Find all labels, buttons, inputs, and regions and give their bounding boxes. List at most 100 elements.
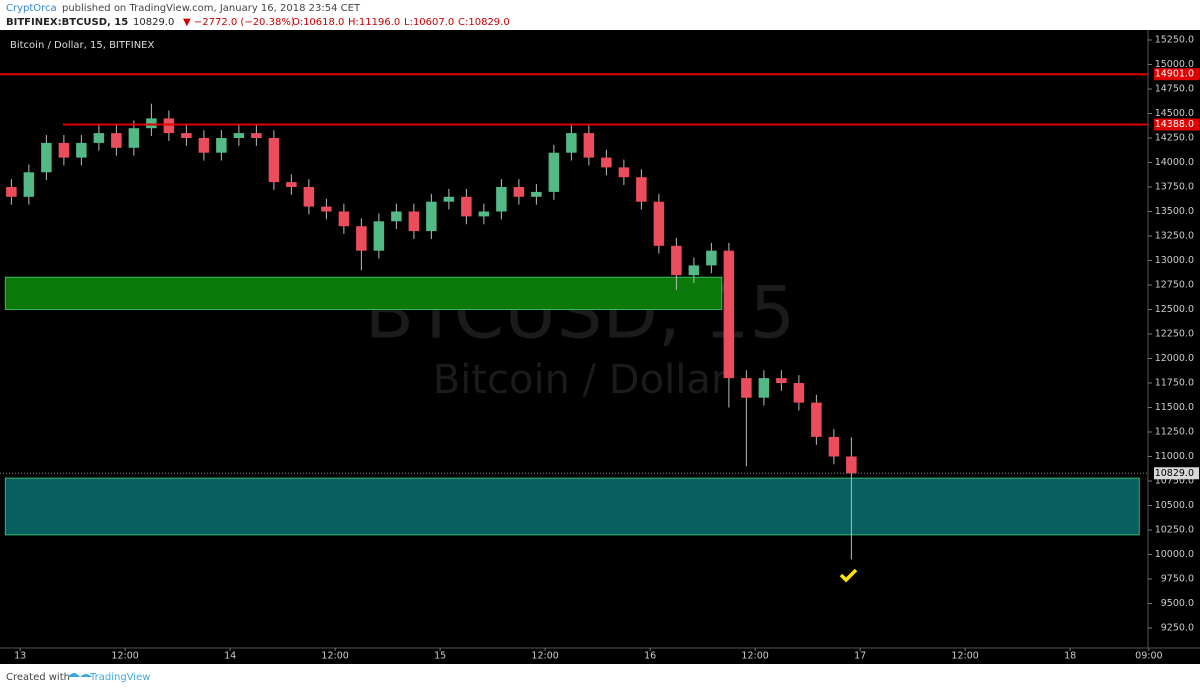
y-tick-label: 13750.0 xyxy=(1155,181,1194,192)
candle-body xyxy=(233,133,245,138)
candle-body xyxy=(303,186,315,207)
x-tick-label: 12:00 xyxy=(951,651,978,662)
x-tick-label: 17 xyxy=(854,651,866,662)
candle-body xyxy=(706,250,717,266)
published: published on TradingView.com, January 16… xyxy=(62,3,361,14)
y-tick-label: 14250.0 xyxy=(1155,132,1194,143)
candle-body xyxy=(93,133,105,143)
author[interactable]: CryptOrca xyxy=(6,3,57,14)
x-tick-label: 12:00 xyxy=(741,651,768,662)
candle-body xyxy=(111,133,122,148)
candle-body xyxy=(338,211,350,227)
y-tick-label: 15000.0 xyxy=(1155,59,1194,70)
candle-body xyxy=(478,211,490,217)
change: ▼ −2772.0 (−20.38%) xyxy=(183,17,295,28)
y-tick-label: 15250.0 xyxy=(1155,34,1194,45)
y-tick-label: 13250.0 xyxy=(1155,231,1194,242)
candle-body xyxy=(846,456,857,474)
candle-body xyxy=(146,118,157,129)
candle-body xyxy=(618,167,630,178)
candle-body xyxy=(321,206,332,212)
checkmark xyxy=(839,568,858,583)
footer-brand[interactable]: TradingView xyxy=(89,672,150,683)
candle-body xyxy=(408,211,420,232)
y-tick-label: 14750.0 xyxy=(1155,83,1194,94)
y-tick-label: 10000.0 xyxy=(1155,549,1194,560)
y-tick-label: 14000.0 xyxy=(1155,157,1194,168)
x-tick-label: 13 xyxy=(14,651,26,662)
zone xyxy=(4,477,1140,536)
ohlc-value: H:11196.0 xyxy=(348,17,400,28)
candle-body xyxy=(356,226,367,251)
ohlc-value: C:10829.0 xyxy=(458,17,510,28)
candle-body xyxy=(601,157,612,168)
candle-body xyxy=(828,436,840,457)
y-tick-label: 12000.0 xyxy=(1155,353,1194,364)
y-tick-label: 12750.0 xyxy=(1155,280,1194,291)
y-tick-label: 10750.0 xyxy=(1155,476,1194,487)
x-tick-label: 15 xyxy=(434,651,446,662)
footer-created: Created with xyxy=(6,672,70,683)
candle-body xyxy=(723,250,735,379)
y-tick-label: 9750.0 xyxy=(1161,574,1194,585)
candle-body xyxy=(198,137,210,153)
y-tick-label: 11250.0 xyxy=(1155,427,1194,438)
candle-body xyxy=(76,142,87,158)
candle-body xyxy=(41,142,52,173)
candle-body xyxy=(758,378,770,398)
candle-body xyxy=(583,133,595,158)
level-label-box xyxy=(1154,118,1199,131)
level-label-box xyxy=(1154,68,1199,81)
candle-body xyxy=(513,186,525,197)
ohlc-value: L:10607.0 xyxy=(404,17,454,28)
candle-body xyxy=(566,133,577,153)
candle-body xyxy=(128,128,140,148)
y-tick-label: 14500.0 xyxy=(1155,108,1194,119)
candle-body xyxy=(181,133,192,138)
y-tick-label: 10500.0 xyxy=(1155,500,1194,511)
chart-title: Bitcoin / Dollar, 15, BITFINEX xyxy=(10,40,154,51)
y-tick-label: 12500.0 xyxy=(1155,304,1194,315)
candle-body xyxy=(636,177,647,202)
y-tick-label: 11500.0 xyxy=(1155,402,1194,413)
candle-body xyxy=(286,182,297,187)
symbol: BITFINEX:BTCUSD, 15 xyxy=(6,17,128,28)
y-tick-label: 9250.0 xyxy=(1161,623,1194,634)
candle-body xyxy=(391,211,402,222)
zone xyxy=(4,276,723,310)
candle-body xyxy=(741,378,752,398)
level-label: 14388.0 xyxy=(1155,119,1194,130)
candle-body xyxy=(268,137,280,183)
candle-body xyxy=(531,191,542,197)
x-tick-label: 09:00 xyxy=(1135,651,1162,662)
candle-body xyxy=(23,172,35,197)
level-label: 14901.0 xyxy=(1155,69,1194,80)
candle-body xyxy=(548,152,560,192)
y-tick-label: 11000.0 xyxy=(1155,451,1194,462)
candle-body xyxy=(671,245,682,276)
x-tick-label: 12:00 xyxy=(111,651,138,662)
y-tick-label: 13500.0 xyxy=(1155,206,1194,217)
y-tick-label: 11750.0 xyxy=(1155,378,1194,389)
x-tick-label: 18 xyxy=(1064,651,1076,662)
candle-body xyxy=(426,201,437,232)
candle-body xyxy=(793,383,805,403)
candle-body xyxy=(58,142,70,158)
candle-body xyxy=(496,186,507,212)
candle-body xyxy=(216,137,227,153)
candle-body xyxy=(461,196,472,217)
last-price-box xyxy=(1154,467,1199,480)
candle-body xyxy=(776,378,787,384)
candle-body xyxy=(688,265,700,276)
candle-body xyxy=(653,201,665,246)
x-tick-label: 12:00 xyxy=(531,651,558,662)
x-tick-label: 16 xyxy=(644,651,656,662)
ohlc-value: O:10618.0 xyxy=(292,17,344,28)
last: 10829.0 xyxy=(133,17,174,28)
last-price-label: 10829.0 xyxy=(1155,468,1194,479)
candle-body xyxy=(443,196,455,202)
watermark: Bitcoin / Dollar xyxy=(433,357,728,403)
y-tick-label: 13000.0 xyxy=(1155,255,1194,266)
